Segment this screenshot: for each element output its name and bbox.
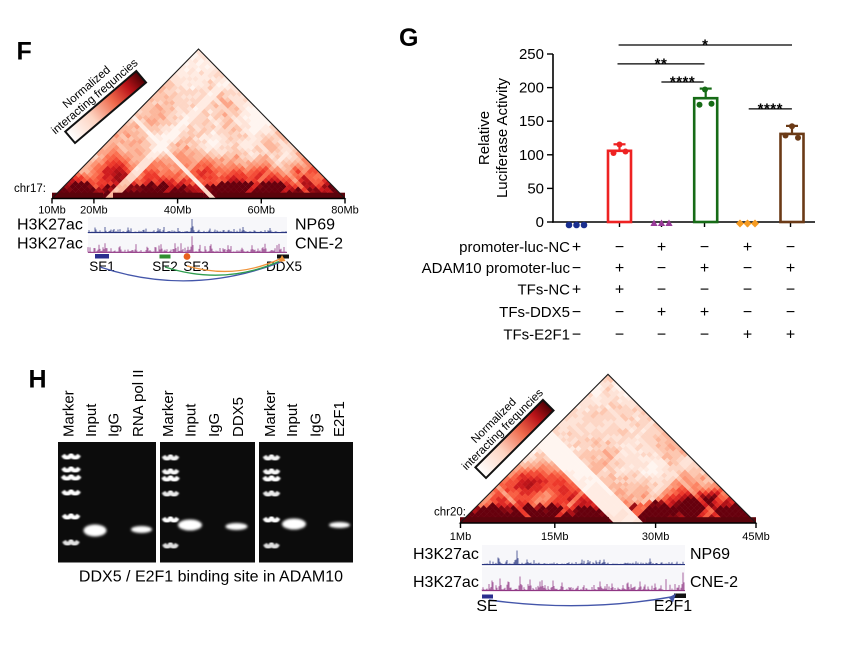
svg-text:−: − [657, 260, 666, 277]
svg-text:−: − [700, 239, 709, 256]
svg-text:−: − [657, 327, 666, 344]
svg-text:TFs-DDX5: TFs-DDX5 [499, 304, 570, 321]
svg-text:SE3: SE3 [183, 259, 209, 274]
svg-text:−: − [743, 304, 752, 321]
svg-text:ADAM10 promoter-luc: ADAM10 promoter-luc [422, 260, 571, 277]
svg-text:15Mb: 15Mb [541, 531, 569, 543]
svg-text:0: 0 [536, 214, 544, 231]
svg-text:G: G [399, 24, 418, 52]
svg-text:**: ** [655, 55, 668, 72]
svg-text:CNE-2: CNE-2 [690, 574, 738, 591]
svg-text:Marker: Marker [262, 390, 279, 437]
svg-text:−: − [786, 282, 795, 299]
svg-text:Input: Input [183, 403, 200, 437]
svg-text:−: − [572, 327, 581, 344]
svg-text:E2F1: E2F1 [331, 401, 348, 437]
svg-text:+: + [786, 260, 795, 277]
svg-text:−: − [743, 282, 752, 299]
svg-text:45Mb: 45Mb [742, 531, 770, 543]
svg-text:IgG: IgG [106, 413, 123, 437]
svg-text:−: − [657, 282, 666, 299]
svg-text:−: − [743, 260, 752, 277]
svg-text:20Mb: 20Mb [80, 205, 108, 217]
svg-text:*: * [702, 37, 708, 54]
svg-text:Marker: Marker [61, 390, 78, 437]
svg-text:SE: SE [476, 598, 497, 615]
svg-text:promoter-luc-NC: promoter-luc-NC [459, 239, 570, 256]
svg-text:H3K27ac: H3K27ac [413, 546, 479, 563]
svg-text:H3K27ac: H3K27ac [17, 217, 83, 234]
svg-text:+: + [615, 260, 624, 277]
svg-text:H3K27ac: H3K27ac [17, 236, 83, 253]
svg-text:−: − [615, 304, 624, 321]
svg-text:Relative: Relative [476, 111, 493, 165]
svg-text:chr17:: chr17: [14, 183, 46, 195]
svg-text:DDX5: DDX5 [230, 397, 247, 437]
svg-text:H: H [29, 366, 47, 394]
svg-text:+: + [743, 239, 752, 256]
svg-text:+: + [657, 239, 666, 256]
svg-text:+: + [700, 304, 709, 321]
svg-text:chr20:: chr20: [434, 507, 466, 519]
svg-text:TFs-E2F1: TFs-E2F1 [503, 327, 570, 344]
svg-text:+: + [700, 260, 709, 277]
svg-text:Marker: Marker [160, 390, 177, 437]
svg-text:E2F1: E2F1 [654, 598, 692, 615]
svg-text:+: + [572, 282, 581, 299]
svg-text:10Mb: 10Mb [38, 205, 66, 217]
svg-text:250: 250 [519, 46, 544, 63]
svg-text:+: + [786, 327, 795, 344]
svg-text:F: F [17, 38, 32, 66]
svg-text:1Mb: 1Mb [450, 531, 471, 543]
svg-text:Luciferase Activity: Luciferase Activity [494, 77, 511, 198]
svg-text:−: − [700, 327, 709, 344]
svg-text:****: **** [670, 74, 695, 91]
svg-text:40Mb: 40Mb [164, 205, 192, 217]
svg-text:SE1: SE1 [89, 259, 115, 274]
svg-text:−: − [700, 282, 709, 299]
svg-text:Input: Input [284, 403, 301, 437]
svg-text:−: − [572, 304, 581, 321]
svg-text:NP69: NP69 [690, 546, 730, 563]
svg-text:−: − [786, 239, 795, 256]
svg-text:DDX5 / E2F1 binding site in AD: DDX5 / E2F1 binding site in ADAM10 [79, 569, 343, 586]
svg-text:80Mb: 80Mb [331, 205, 359, 217]
svg-text:+: + [743, 327, 752, 344]
svg-text:Input: Input [83, 403, 100, 437]
svg-text:−: − [572, 260, 581, 277]
svg-text:50: 50 [527, 180, 544, 197]
svg-text:+: + [572, 239, 581, 256]
svg-text:60Mb: 60Mb [248, 205, 276, 217]
svg-text:30Mb: 30Mb [642, 531, 670, 543]
svg-text:SE2: SE2 [152, 259, 178, 274]
svg-text:CNE-2: CNE-2 [295, 236, 343, 253]
svg-text:−: − [786, 304, 795, 321]
svg-text:IgG: IgG [308, 413, 325, 437]
svg-text:TFs-NC: TFs-NC [518, 282, 571, 299]
svg-text:+: + [657, 304, 666, 321]
svg-text:IgG: IgG [206, 413, 223, 437]
svg-text:200: 200 [519, 80, 544, 97]
svg-text:+: + [615, 282, 624, 299]
svg-text:****: **** [758, 100, 783, 117]
svg-text:−: − [615, 239, 624, 256]
svg-text:DDX5: DDX5 [266, 259, 302, 274]
svg-text:−: − [615, 327, 624, 344]
svg-text:100: 100 [519, 147, 544, 164]
svg-text:RNA pol II: RNA pol II [130, 369, 147, 437]
svg-text:NP69: NP69 [295, 217, 335, 234]
svg-text:H3K27ac: H3K27ac [413, 574, 479, 591]
svg-text:150: 150 [519, 113, 544, 130]
